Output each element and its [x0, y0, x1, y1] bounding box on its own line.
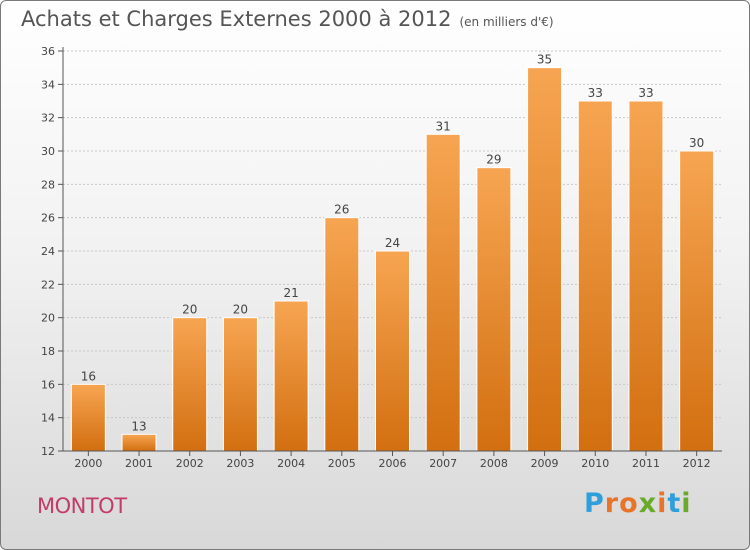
y-tick-label: 22: [41, 278, 55, 291]
bar-2002: [172, 317, 208, 452]
logo-letter: x: [638, 488, 658, 519]
y-tick-label: 16: [41, 378, 55, 391]
bar-2005: [324, 217, 360, 452]
logo-letter: o: [619, 488, 639, 519]
x-tick-label-2012: 2012: [683, 457, 711, 470]
data-label-2001: 13: [131, 419, 146, 433]
x-tick-label-2002: 2002: [176, 457, 204, 470]
bar-2009: [527, 67, 563, 452]
x-tick-label-2010: 2010: [581, 457, 609, 470]
bar-2006: [375, 250, 410, 452]
chart-subtitle: (en milliers d'€): [459, 15, 554, 29]
x-tick-label-2001: 2001: [125, 457, 153, 470]
x-tick-label-2006: 2006: [379, 457, 407, 470]
bar-2004: [273, 300, 309, 452]
x-tick-label-2007: 2007: [429, 457, 457, 470]
x-tick-label-2003: 2003: [226, 457, 254, 470]
y-tick-label: 14: [41, 412, 55, 425]
x-tick-label-2005: 2005: [328, 457, 356, 470]
y-tick-label: 36: [41, 45, 55, 58]
logo-letter: i: [681, 488, 692, 519]
data-label-2011: 33: [638, 86, 653, 100]
commune-name: MONTOT: [37, 494, 127, 518]
bar-2003: [222, 317, 258, 452]
bar-2007: [425, 133, 461, 452]
data-label-2002: 20: [182, 303, 197, 317]
y-tick-label: 28: [41, 178, 55, 191]
x-tick-label-2009: 2009: [531, 457, 559, 470]
y-tick-label: 30: [41, 145, 55, 158]
y-tick-label: 18: [41, 345, 55, 358]
y-tick-label: 26: [41, 212, 55, 225]
proxiti-logo: Proxiti: [584, 488, 692, 519]
y-tick-label: 34: [41, 78, 55, 91]
bar-2008: [476, 167, 512, 452]
data-label-2007: 31: [436, 119, 451, 133]
x-tick-label-2011: 2011: [632, 457, 660, 470]
bar-2010: [577, 100, 613, 452]
data-label-2006: 24: [385, 236, 400, 250]
chart-title: Achats et Charges Externes 2000 à 2012: [21, 7, 452, 31]
bar-2001: [121, 433, 157, 452]
y-tick-label: 32: [41, 112, 55, 125]
data-label-2010: 33: [588, 86, 603, 100]
bar-2012: [679, 150, 715, 452]
data-label-2008: 29: [486, 153, 501, 167]
x-tick-label-2000: 2000: [74, 457, 102, 470]
y-tick-label: 12: [41, 445, 55, 458]
data-label-2012: 30: [689, 136, 704, 150]
title-row: Achats et Charges Externes 2000 à 2012 (e…: [21, 7, 554, 31]
data-label-2000: 16: [81, 369, 96, 383]
y-tick-label: 24: [41, 245, 55, 258]
x-tick-label-2008: 2008: [480, 457, 508, 470]
bar-2011: [628, 100, 664, 452]
data-label-2009: 35: [537, 53, 552, 67]
data-label-2005: 26: [334, 203, 349, 217]
data-label-2004: 21: [283, 286, 298, 300]
bars: 16 13 20 20 21 26 24 31 29 35 33 33 30: [70, 53, 715, 452]
bar-2000: [70, 383, 106, 452]
logo-letter: r: [604, 488, 620, 519]
x-tick-label-2004: 2004: [277, 457, 305, 470]
logo-letter: P: [584, 488, 605, 519]
logo-letter: i: [657, 488, 668, 519]
axes: 12 14 16 18 20 22 24 26 28 30 32 34 36 2000 2001 2002 20…: [41, 45, 722, 470]
y-tick-label: 20: [41, 312, 55, 325]
data-label-2003: 20: [233, 303, 248, 317]
logo-letter: t: [667, 488, 682, 519]
